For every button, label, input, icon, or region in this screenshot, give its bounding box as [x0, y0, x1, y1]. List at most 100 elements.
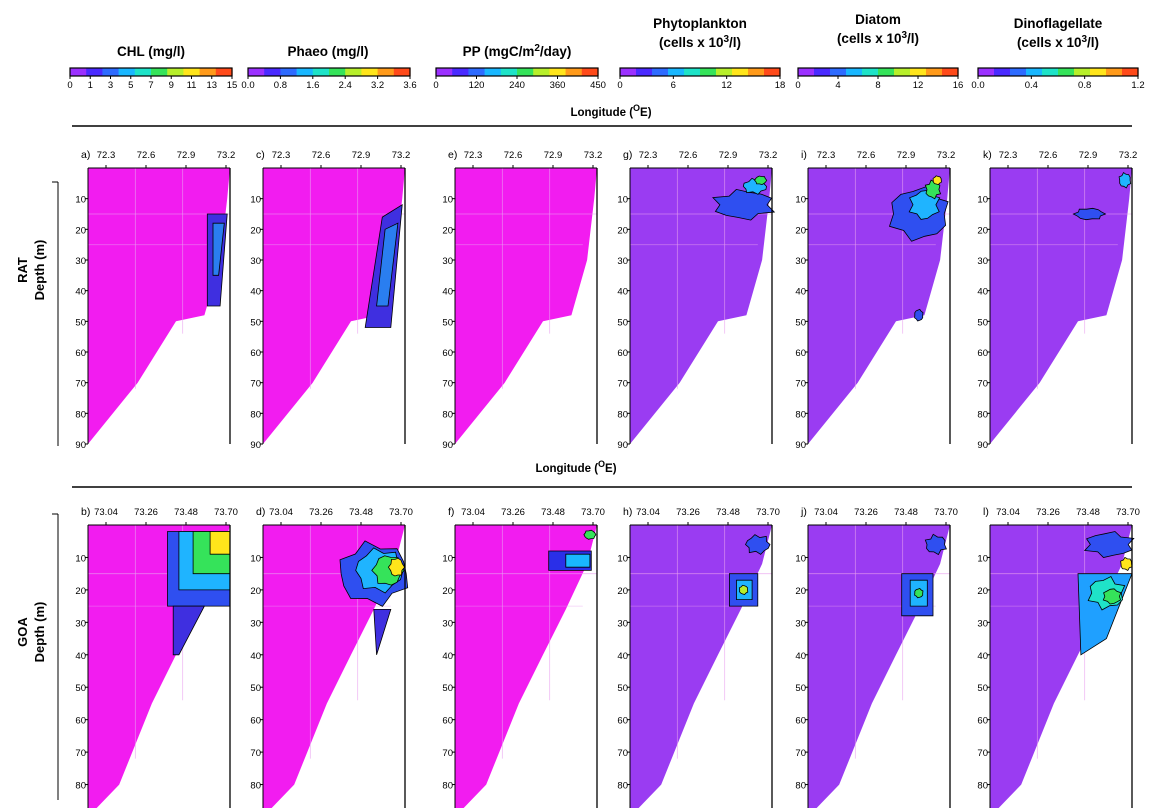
depth-tick-label: 70: [795, 379, 806, 390]
colorbar-swatch: [361, 68, 379, 76]
colorbar-swatch: [1026, 68, 1043, 76]
colorbar-tick-label: 0: [617, 80, 622, 91]
colorbar-tick-label: 240: [509, 80, 525, 91]
depth-tick-label: 20: [977, 586, 988, 597]
row-ylabel: Depth (m): [32, 602, 47, 663]
colorbar-swatch: [700, 68, 717, 76]
depth-tick-label: 30: [75, 618, 86, 629]
colorbar-frame: [247, 67, 411, 77]
depth-tick-label: 90: [795, 440, 806, 451]
depth-tick-label: 80: [250, 409, 261, 420]
depth-tick-label: 40: [795, 651, 806, 662]
colorbar-swatch: [565, 68, 583, 76]
colorbar-tick-label: 4: [835, 80, 840, 91]
water-column: [630, 168, 772, 444]
lon-tick-label: 73.2: [584, 150, 603, 161]
colorbar-swatch: [264, 68, 281, 76]
row-name: RAT: [15, 257, 30, 283]
contour-patch: [924, 533, 947, 556]
colorbar-swatch: [684, 68, 701, 76]
depth-tick-label: 80: [617, 409, 628, 420]
depth-tick-label: 10: [795, 195, 806, 206]
contour-patch: [1120, 556, 1133, 572]
colorbar-tick-label: 2.4: [339, 80, 352, 91]
depth-tick-label: 70: [75, 748, 86, 759]
panel-letter: a): [81, 149, 90, 161]
row-label-goa: GOA Depth (m): [15, 602, 47, 663]
depth-tick-label: 30: [250, 618, 261, 629]
lon-tick-label: 73.26: [134, 507, 158, 518]
colorbar-tick-label: 18: [775, 80, 786, 91]
lon-tick-label: 73.2: [1119, 150, 1138, 161]
depth-tick-label: 30: [442, 618, 453, 629]
lon-tick-label: 73.2: [392, 150, 411, 161]
depth-tick-label: 20: [795, 225, 806, 236]
lon-tick-label: 72.9: [177, 150, 196, 161]
depth-tick-label: 20: [75, 225, 86, 236]
depth-tick-label: 90: [442, 440, 453, 451]
colorbar-tick-label: 12: [721, 80, 732, 91]
colorbar-4: 0 6 12 18 Phytoplankton (cells x 103/l): [617, 16, 785, 91]
depth-tick-label: 40: [977, 287, 988, 298]
colorbar-swatch: [830, 68, 847, 76]
colorbar-swatch: [167, 68, 184, 76]
colorbar-tick-label: 450: [590, 80, 606, 91]
depth-tick-label: 50: [75, 683, 86, 694]
depth-tick-label: 40: [75, 287, 86, 298]
colorbar-tick-label: 1.2: [1131, 80, 1144, 91]
contour-patch: [387, 557, 406, 577]
contour-patch: [373, 609, 392, 655]
lon-tick-label: 72.6: [679, 150, 698, 161]
lon-tick-label: 72.3: [817, 150, 836, 161]
row-name: GOA: [15, 617, 30, 647]
depth-tick-label: 40: [250, 651, 261, 662]
lon-tick-label: 73.70: [1116, 507, 1140, 518]
colorbar-title-line2: (cells x 103/l): [659, 34, 741, 50]
lon-tick-label: 73.70: [214, 507, 238, 518]
colorbar-swatch: [1106, 68, 1123, 76]
lon-tick-label: 72.9: [897, 150, 916, 161]
colorbar-swatch: [732, 68, 749, 76]
depth-tick-label: 60: [75, 348, 86, 359]
depth-tick-label: 60: [977, 716, 988, 727]
depth-tick-label: 40: [795, 287, 806, 298]
depth-tick-label: 10: [977, 195, 988, 206]
depth-tick-label: 90: [977, 440, 988, 451]
depth-tick-label: 30: [617, 618, 628, 629]
colorbar-title: Phaeo (mg/l): [287, 44, 368, 59]
colorbar-tick-label: 3.2: [371, 80, 384, 91]
contour-patch: [1118, 172, 1132, 189]
depth-tick-label: 50: [617, 317, 628, 328]
colorbar-3: 0 120 240 360 450 PP (mgC/m2/day): [433, 43, 606, 91]
colorbar-swatch: [393, 68, 411, 76]
colorbar-swatch: [452, 68, 469, 76]
lon-tick-label: 73.48: [716, 507, 740, 518]
lon-tick-label: 73.04: [996, 507, 1020, 518]
contour-patch: [209, 531, 231, 555]
panel-letter: d): [256, 506, 265, 518]
lon-tick-label: 73.70: [934, 507, 958, 518]
contour-patch: [932, 175, 942, 186]
colorbar-frame: [977, 67, 1139, 77]
colorbar-tick-label: 16: [953, 80, 964, 91]
depth-tick-label: 30: [75, 256, 86, 267]
depth-tick-label: 30: [617, 256, 628, 267]
depth-tick-label: 10: [617, 553, 628, 564]
depth-tick-label: 40: [250, 287, 261, 298]
water-column: [455, 525, 597, 808]
depth-tick-label: 20: [250, 586, 261, 597]
colorbar-tick-label: 0: [795, 80, 800, 91]
colorbar-tick-label: 9: [169, 80, 174, 91]
water-column: [990, 168, 1132, 444]
colorbar-5: 0 4 8 12 16 Diatom (cells x 103/l): [795, 12, 963, 91]
depth-tick-label: 40: [617, 651, 628, 662]
depth-tick-label: 40: [442, 651, 453, 662]
panel-letter: l): [983, 506, 989, 518]
depth-tick-label: 80: [75, 409, 86, 420]
depth-tick-label: 80: [75, 781, 86, 792]
colorbar-title: PP (mgC/m2/day): [463, 43, 572, 59]
colorbar-swatch: [86, 68, 103, 76]
depth-tick-label: 40: [617, 287, 628, 298]
depth-tick-label: 20: [617, 586, 628, 597]
depth-tick-label: 60: [795, 716, 806, 727]
